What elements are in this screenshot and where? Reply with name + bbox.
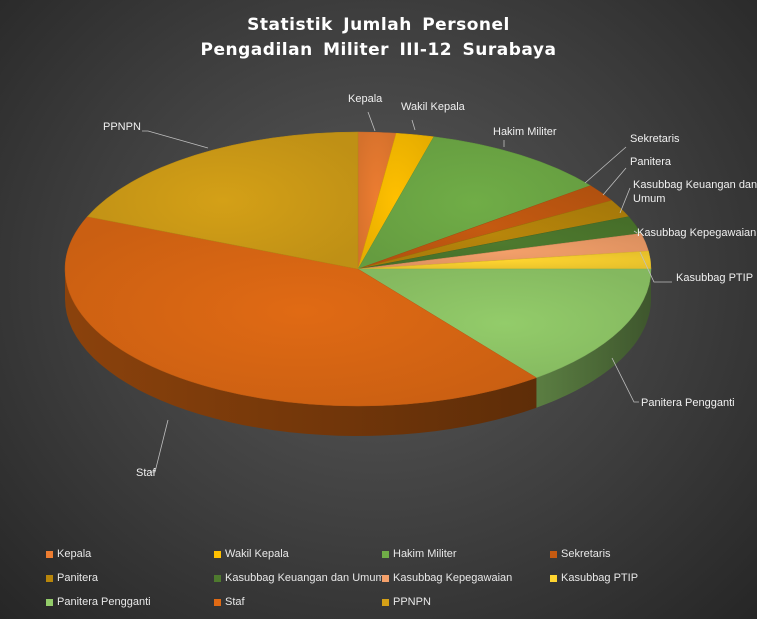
pie-slice-ppnpn: [86, 131, 359, 270]
leader-line-sekretaris: [584, 146, 627, 184]
legend-swatch-kepala: [46, 550, 53, 558]
legend-item-panitera: Panitera: [46, 572, 98, 584]
legend-label-panitera-pengganti: Panitera Pengganti: [57, 596, 151, 608]
data-label-kasubbag-keuangan-dan-umum: Kasubbag Keuangan dan Umum: [633, 179, 757, 205]
data-label-wakil-kepala: Wakil Kepala: [401, 101, 466, 113]
pie-side-panitera-pengganti: [536, 269, 651, 408]
data-label-ppnpn: PPNPN: [103, 121, 141, 133]
legend-swatch-staf: [214, 598, 221, 606]
data-label-panitera-pengganti: Panitera Pengganti: [641, 397, 735, 409]
legend-swatch-kasubbag-ptip: [550, 574, 557, 582]
data-label-hakim-militer: Hakim Militer: [493, 126, 557, 138]
data-label-kasubbag-ptip: Kasubbag PTIP: [676, 272, 753, 284]
legend-label-sekretaris: Sekretaris: [561, 548, 611, 560]
data-label-staf: Staf: [136, 467, 157, 479]
leader-line-staf: [150, 419, 169, 473]
data-label-kepala: Kepala: [348, 93, 383, 105]
legend-label-staf: Staf: [225, 596, 245, 608]
legend-label-kasubbag-keuangan-dan-umum: Kasubbag Keuangan dan Umum: [225, 572, 385, 584]
data-label-panitera: Panitera: [630, 156, 672, 168]
data-label-kasubbag-kepegawaian: Kasubbag Kepegawaian: [637, 227, 756, 239]
leader-line-ppnpn: [142, 130, 209, 149]
pie-side-staf: [65, 269, 537, 436]
leader-line-kepala: [367, 111, 376, 132]
legend-swatch-hakim-militer: [382, 550, 389, 558]
pie-top: [64, 131, 652, 407]
legend-label-kasubbag-ptip: Kasubbag PTIP: [561, 572, 639, 584]
callout-labels: Kepala Wakil Kepala Hakim Militer Sekretari…: [103, 93, 757, 479]
legend-item-staf: Staf: [214, 596, 245, 608]
legend-label-kasubbag-kepegawaian: Kasubbag Kepegawaian: [393, 572, 513, 584]
legend-swatch-panitera-pengganti: [46, 598, 53, 606]
pie-slice-panitera-pengganti: [357, 268, 652, 378]
legend-item-panitera-pengganti: Panitera Pengganti: [46, 596, 151, 608]
leader-line-wakil-kepala: [411, 119, 416, 131]
legend-item-hakim-militer: Hakim Militer: [382, 548, 457, 560]
legend-item-kepala: Kepala: [46, 548, 91, 560]
legend-item-kasubbag-kepegawaian: Kasubbag Kepegawaian: [382, 572, 512, 584]
leader-line-kasubbag-ptip: [639, 251, 672, 283]
chart-subtitle: Pengadilan Militer III-12 Surabaya: [200, 40, 557, 60]
legend-item-sekretaris: Sekretaris: [550, 548, 611, 560]
legend-label-wakil-kepala: Wakil Kepala: [225, 548, 289, 560]
legend-item-ppnpn: PPNPN: [382, 596, 431, 608]
legend-item-wakil-kepala: Wakil Kepala: [214, 548, 289, 560]
legend-label-ppnpn: PPNPN: [393, 596, 431, 608]
leader-line-kasubbag-kepegawaian: [633, 230, 638, 234]
leader-line-panitera-pengganti: [611, 357, 639, 403]
legend-swatch-kasubbag-keuangan-dan-umum: [214, 574, 221, 582]
legend-swatch-panitera: [46, 574, 53, 582]
legend-item-kasubbag-keuangan-dan-umum: Kasubbag Keuangan dan Umum: [214, 572, 385, 584]
legend-label-kepala: Kepala: [57, 548, 92, 560]
leader-line-kasubbag-keuangan-dan-umum: [619, 187, 631, 214]
legend-label-panitera: Panitera: [57, 572, 98, 584]
leader-line-panitera: [602, 167, 627, 196]
legend-label-hakim-militer: Hakim Militer: [393, 548, 457, 560]
chart-title: Statistik Jumlah Personel: [247, 15, 510, 35]
legend-swatch-ppnpn: [382, 598, 389, 606]
legend-swatch-wakil-kepala: [214, 550, 221, 558]
data-label-sekretaris: Sekretaris: [630, 133, 680, 145]
legend-swatch-sekretaris: [550, 550, 557, 558]
pie-slice-staf: [64, 216, 537, 407]
pie-side-walls: [65, 269, 651, 436]
legend-item-kasubbag-ptip: Kasubbag PTIP: [550, 572, 638, 584]
legend-swatch-kasubbag-kepegawaian: [382, 574, 389, 582]
pie-slice-hakim-militer: [357, 136, 592, 270]
